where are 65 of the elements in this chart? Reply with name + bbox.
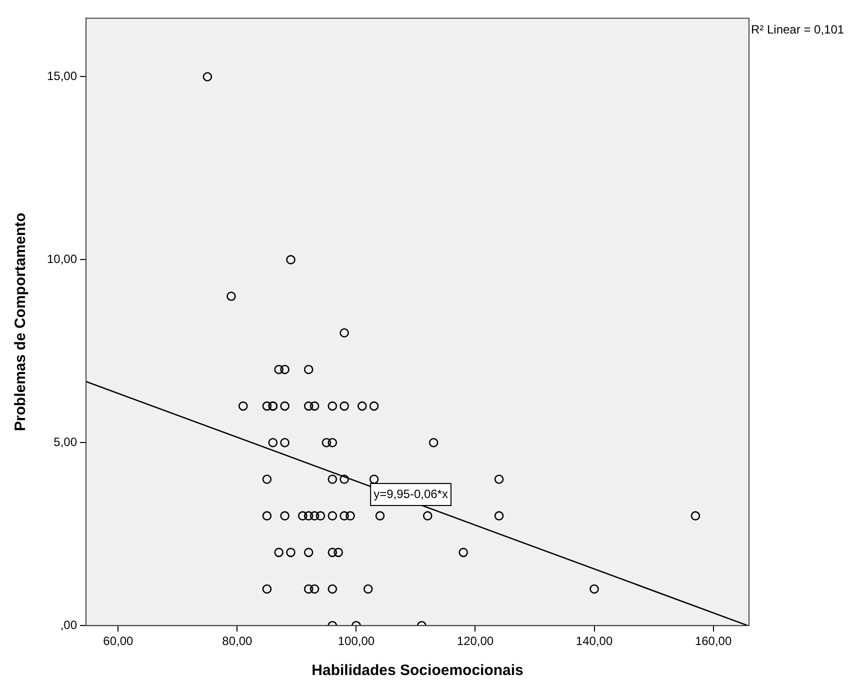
point (340, 511, 349, 520)
point (304, 511, 314, 520)
point (369, 474, 379, 484)
point (328, 548, 338, 558)
point (262, 511, 272, 520)
x-tick-label: 80,00 (222, 634, 253, 648)
point (304, 548, 314, 558)
point (310, 511, 320, 520)
point (262, 401, 272, 411)
point (310, 584, 320, 594)
point (328, 474, 338, 484)
point (346, 511, 355, 520)
point (262, 474, 272, 484)
x-tick-label: 140,00 (576, 634, 613, 648)
point (280, 364, 290, 374)
point (340, 328, 349, 338)
point (286, 255, 296, 264)
point (304, 401, 314, 411)
x-tick-label: 60,00 (103, 634, 134, 648)
point (340, 401, 349, 411)
point (590, 584, 599, 594)
y-tick-label: 10,00 (47, 252, 78, 266)
x-tick-label: 100,00 (338, 634, 375, 648)
x-axis-title: Habilidades Socioemocionais (312, 662, 524, 680)
point (458, 548, 468, 558)
x-tick-label: 120,00 (456, 634, 494, 648)
point (238, 401, 248, 411)
point (304, 364, 314, 374)
point (304, 584, 314, 594)
point (316, 511, 326, 520)
point (280, 401, 290, 411)
point (369, 401, 379, 411)
point (226, 292, 236, 301)
annotation: y=9,95-0,06*x (374, 486, 448, 501)
point (268, 438, 278, 448)
y-axis-title: Problemas de Comportamento (12, 212, 30, 432)
point (322, 438, 332, 448)
point (334, 548, 344, 558)
point (422, 511, 432, 520)
x-tick-label: 160,00 (694, 634, 732, 648)
point (310, 401, 320, 411)
point (328, 511, 338, 520)
point (690, 511, 700, 520)
point (274, 364, 284, 374)
point (280, 438, 290, 448)
point (494, 474, 504, 484)
point (274, 548, 284, 558)
point (363, 584, 373, 594)
point (328, 401, 338, 411)
point (328, 584, 338, 594)
point (202, 72, 212, 82)
text: R² Linear = 0,101 (751, 22, 844, 37)
point (375, 511, 385, 520)
point (340, 474, 349, 484)
point (262, 584, 272, 594)
point (298, 511, 308, 520)
y-tick-label: 5,00 (54, 434, 78, 449)
point (286, 548, 296, 558)
point (358, 401, 367, 411)
point (428, 438, 438, 448)
point (280, 511, 290, 520)
point (494, 511, 504, 520)
point (328, 438, 338, 448)
y-tick-label: 15,00 (47, 69, 78, 84)
y-tick-label: ,00 (60, 618, 78, 632)
